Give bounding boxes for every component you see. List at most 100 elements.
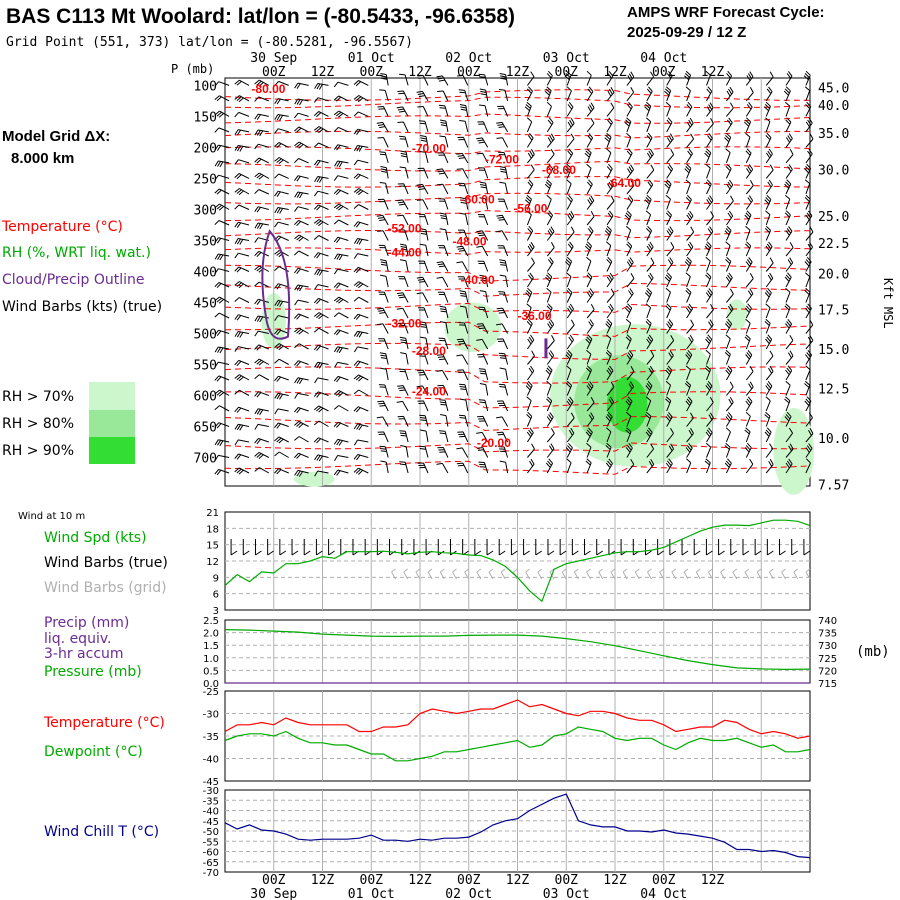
wind-barb bbox=[476, 152, 489, 164]
wind-barb bbox=[765, 164, 774, 179]
wind-barb bbox=[745, 273, 754, 288]
wind-barb bbox=[586, 397, 595, 412]
wind-barb bbox=[804, 86, 811, 102]
rh90-swatch bbox=[89, 437, 135, 464]
wind-barb bbox=[606, 117, 613, 133]
legend-precip: Precip (mm) bbox=[44, 615, 129, 631]
wind-barb bbox=[726, 381, 734, 396]
bottom-date-label: 03 Oct bbox=[543, 887, 590, 900]
wind-barb bbox=[546, 117, 554, 133]
kft-tick-label: 7.57 bbox=[818, 478, 849, 493]
wind-barb bbox=[214, 469, 230, 476]
wind-barb bbox=[294, 360, 309, 367]
wind-barb bbox=[294, 191, 309, 199]
wind-barb bbox=[745, 86, 754, 102]
pressure-tick-label: 150 bbox=[194, 110, 217, 125]
wind-barb bbox=[439, 399, 449, 412]
wind-barb bbox=[685, 303, 694, 319]
wind-barb bbox=[745, 349, 753, 365]
isotherm-label: -72.00 bbox=[485, 153, 519, 167]
wind-barb bbox=[686, 319, 695, 334]
wind-barb bbox=[399, 336, 409, 350]
y-tick-label: -45 bbox=[203, 817, 219, 828]
wind-barb bbox=[805, 349, 813, 365]
wind-barb-grid bbox=[464, 568, 470, 580]
wind-barb bbox=[705, 163, 711, 179]
wind-barb bbox=[625, 225, 632, 241]
wind-barb bbox=[294, 158, 309, 164]
wind-barb bbox=[566, 86, 572, 102]
wind-barb bbox=[398, 229, 409, 241]
wind-barb bbox=[254, 189, 270, 195]
wind-barb bbox=[497, 198, 509, 210]
wind-barbs bbox=[214, 70, 814, 477]
wind-barb bbox=[459, 290, 469, 303]
bottom-date-label: 01 Oct bbox=[348, 887, 395, 900]
wind-barb bbox=[294, 452, 309, 459]
wind-barb bbox=[214, 160, 230, 168]
isotherm-line bbox=[224, 176, 811, 188]
y-tick-label: 18 bbox=[206, 524, 219, 535]
wind-barb bbox=[333, 175, 349, 181]
wind-barb bbox=[294, 407, 309, 414]
legend-dewpoint-line: Dewpoint (°C) bbox=[44, 744, 143, 760]
y2-tick-label: 740 bbox=[818, 616, 837, 627]
wind-barb bbox=[526, 86, 533, 102]
wind-barb bbox=[546, 443, 555, 458]
wind-barb bbox=[566, 210, 575, 226]
wind-barb bbox=[458, 182, 469, 195]
cloud-outline-shape bbox=[261, 229, 291, 340]
wind-barb bbox=[416, 183, 429, 195]
bottom-hour-label: 00Z bbox=[457, 873, 481, 888]
wind-barb-grid bbox=[452, 568, 457, 580]
wind-barb bbox=[497, 105, 509, 117]
wind-barb bbox=[418, 120, 429, 133]
wind-barb bbox=[805, 148, 813, 164]
legend-wind-barbs: Wind Barbs (kts) (true) bbox=[2, 299, 162, 315]
wind-barb bbox=[745, 381, 754, 396]
wind-barb bbox=[606, 303, 614, 319]
wind-barb bbox=[234, 314, 250, 321]
isotherm-line bbox=[224, 130, 811, 139]
wind-barb bbox=[294, 112, 309, 119]
wind-barb bbox=[526, 427, 534, 443]
temperature-panel: -45 -40 -35 -30 -25 Temperature (°C) Dewpoin… bbox=[43, 687, 811, 788]
wind-barb bbox=[353, 159, 369, 166]
wind-barb bbox=[646, 71, 655, 86]
wind-barb bbox=[684, 380, 692, 396]
wind-barb bbox=[234, 359, 250, 367]
isotherm-label: -32.00 bbox=[388, 316, 422, 330]
wind-barb bbox=[313, 142, 329, 148]
wind-barb bbox=[294, 327, 309, 335]
wind-barb bbox=[274, 436, 289, 444]
wind-barb bbox=[254, 222, 269, 230]
wind-barb bbox=[665, 303, 672, 319]
isotherm-line bbox=[224, 282, 811, 297]
wind-barb bbox=[234, 173, 250, 180]
wind-barb bbox=[497, 245, 509, 257]
wind-barb bbox=[646, 350, 655, 365]
isotherm-line bbox=[225, 321, 811, 337]
wind-barb bbox=[706, 133, 713, 148]
wind-barb bbox=[606, 381, 615, 396]
wind-barb bbox=[234, 406, 250, 413]
wind-barb bbox=[566, 133, 575, 148]
wind-barb bbox=[254, 96, 269, 102]
wind-barb-grid bbox=[744, 568, 750, 580]
wind-barb bbox=[353, 296, 369, 303]
wind-barb bbox=[726, 195, 734, 210]
wind-barb bbox=[499, 460, 509, 474]
wind-barb bbox=[379, 89, 389, 102]
wind-barb bbox=[334, 160, 349, 168]
wind-barb bbox=[704, 365, 711, 381]
wind-barb bbox=[294, 98, 309, 106]
wind-barb bbox=[666, 319, 674, 334]
wind-barb bbox=[804, 256, 812, 272]
wind-barb bbox=[353, 128, 369, 135]
wind-barb bbox=[439, 212, 449, 226]
wind-barb-true bbox=[303, 539, 311, 556]
wind-barb bbox=[686, 412, 694, 427]
wind-barb bbox=[586, 195, 595, 210]
wind-barb bbox=[420, 429, 429, 443]
wind-barb bbox=[785, 133, 793, 148]
